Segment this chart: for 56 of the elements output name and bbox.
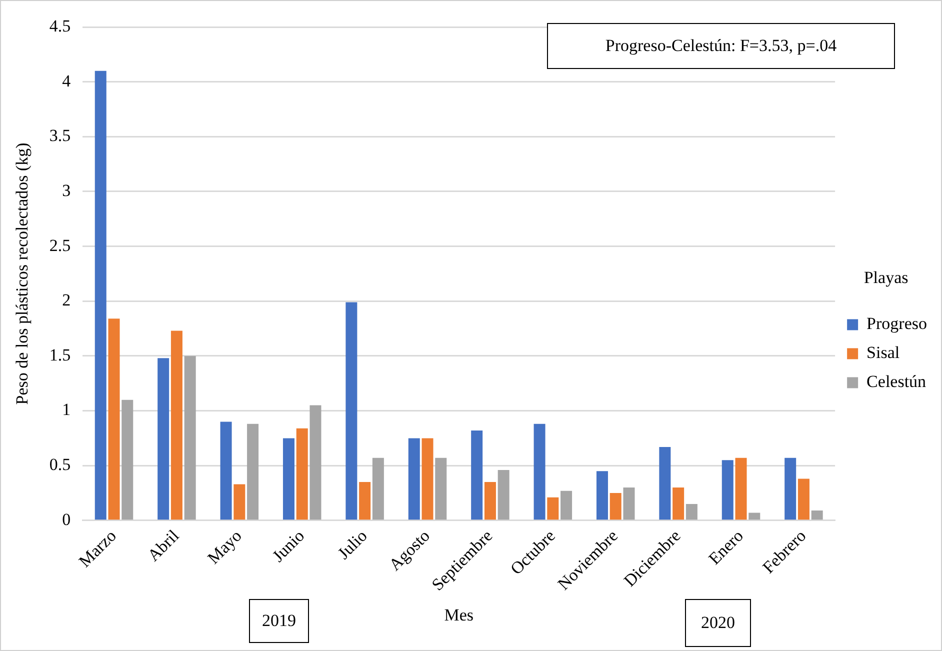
legend-label: Progreso (866, 314, 928, 334)
bar (310, 405, 322, 520)
bar (547, 497, 559, 520)
bar (108, 318, 120, 520)
bar (435, 458, 447, 520)
legend-label: Sisal (866, 343, 900, 362)
bar (610, 493, 622, 520)
bar (170, 330, 182, 520)
y-tick-label: 1.5 (49, 345, 71, 364)
bar (234, 484, 246, 520)
y-tick-label: 0 (62, 510, 71, 529)
bar (220, 422, 232, 520)
bar (596, 471, 608, 520)
bar (784, 458, 796, 520)
bar (359, 482, 371, 520)
bar (686, 504, 698, 520)
y-tick-label: 3.5 (49, 126, 71, 146)
bar (422, 438, 434, 520)
bar (735, 458, 747, 520)
legend-title: Playas (864, 268, 908, 287)
y-tick-label: 2 (62, 290, 71, 310)
text-box: 2020 (685, 599, 751, 647)
bar (247, 424, 259, 520)
bar (94, 70, 106, 520)
text-box: 2019 (249, 599, 309, 643)
bar (560, 490, 572, 520)
bar (811, 510, 823, 520)
legend-label: Celestún (866, 372, 927, 392)
bar (184, 356, 196, 520)
bar (296, 428, 308, 520)
y-tick-label: 1 (62, 400, 71, 420)
bar (623, 488, 635, 520)
bar (484, 482, 496, 520)
bar (346, 302, 358, 520)
bar (798, 478, 810, 520)
y-tick-label: 0.5 (49, 455, 71, 474)
bar (534, 424, 546, 520)
bar (659, 446, 671, 520)
bar (722, 460, 734, 520)
y-tick-label: 3 (62, 180, 71, 200)
bar (372, 458, 384, 520)
bar (158, 358, 170, 520)
bar (122, 400, 134, 520)
y-tick-label: 2.5 (49, 236, 71, 255)
x-axis-title: Mes (444, 605, 474, 624)
bar (471, 430, 483, 520)
y-axis-title: Peso de los plásticos recolectados (kg) (12, 142, 32, 405)
bar (408, 438, 420, 520)
y-tick-label: 4 (62, 71, 72, 90)
bar (672, 488, 684, 520)
x-tick-label: Julio (334, 526, 371, 564)
bar (498, 470, 510, 520)
text-box: Progreso-Celestún: F=3.53, p=.04 (547, 23, 895, 69)
y-tick-label: 4.5 (49, 16, 71, 36)
bar (748, 512, 760, 520)
bar (282, 438, 294, 520)
